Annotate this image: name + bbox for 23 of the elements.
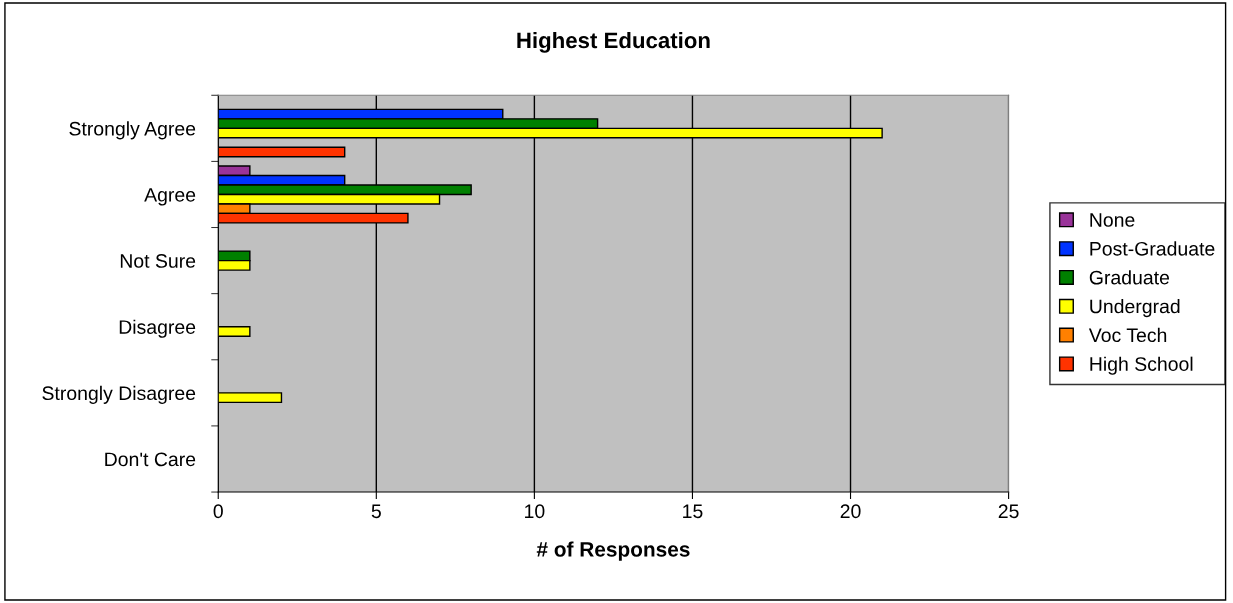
legend-label: None bbox=[1090, 213, 1135, 227]
x-tick-label: 0 bbox=[213, 504, 223, 519]
x-tick-label: 5 bbox=[371, 504, 381, 519]
bar bbox=[218, 146, 346, 158]
x-tick-label: 25 bbox=[998, 504, 1019, 519]
y-tick-label: Disagree bbox=[119, 319, 196, 338]
y-tick-label: Not Sure bbox=[120, 254, 196, 268]
legend-label: Graduate bbox=[1089, 270, 1170, 285]
legend-label: Undergrad bbox=[1090, 299, 1180, 318]
x-tick-label: 20 bbox=[840, 504, 861, 519]
legend-label: Post-Graduate bbox=[1090, 241, 1215, 256]
x-axis-title: # of Responses bbox=[536, 541, 690, 561]
x-tick-label: 10 bbox=[525, 504, 545, 519]
chart-title: Highest Education bbox=[517, 31, 710, 53]
bar bbox=[218, 392, 283, 404]
y-tick-label: Don't Care bbox=[105, 452, 196, 467]
x-tick-label: 15 bbox=[683, 504, 703, 519]
legend-label: High School bbox=[1090, 356, 1193, 375]
bar bbox=[218, 326, 251, 337]
legend-label: Voc Tech bbox=[1088, 327, 1167, 343]
y-tick-label: Strongly Agree bbox=[69, 121, 196, 140]
y-tick-label: Agree bbox=[144, 188, 196, 206]
y-tick-label: Strongly Disagree bbox=[42, 385, 196, 404]
